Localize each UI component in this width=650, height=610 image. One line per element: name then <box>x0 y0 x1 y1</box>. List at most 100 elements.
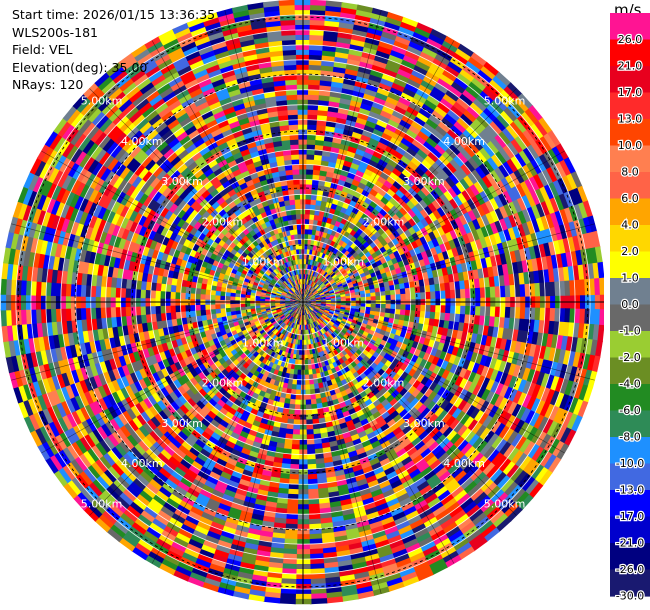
velocity-gate <box>305 302 312 304</box>
velocity-gate <box>573 382 584 401</box>
velocity-gate <box>508 375 518 390</box>
velocity-gate <box>338 312 345 317</box>
velocity-gate <box>460 305 466 316</box>
velocity-gate <box>304 349 308 356</box>
velocity-gate <box>544 307 551 322</box>
velocity-gate <box>160 290 166 299</box>
velocity-gate <box>409 310 416 317</box>
velocity-gate <box>339 308 346 313</box>
velocity-gate <box>498 317 506 329</box>
velocity-gate <box>357 318 364 324</box>
velocity-gate <box>384 312 391 319</box>
velocity-gate <box>469 314 476 325</box>
velocity-gate <box>293 409 301 415</box>
velocity-gate <box>516 329 524 343</box>
velocity-gate <box>564 308 571 324</box>
velocity-gate <box>494 306 501 318</box>
velocity-gate <box>369 310 376 316</box>
velocity-gate <box>340 302 347 306</box>
velocity-gate <box>400 304 406 311</box>
velocity-gate <box>190 304 196 312</box>
velocity-gate <box>295 394 301 401</box>
velocity-gate <box>315 304 321 307</box>
velocity-gate <box>320 303 327 306</box>
velocity-gate <box>540 387 551 403</box>
velocity-gate <box>549 390 561 407</box>
velocity-gate <box>517 379 528 394</box>
velocity-gate <box>435 305 441 314</box>
velocity-gate <box>503 317 511 330</box>
velocity-gate <box>429 311 436 320</box>
velocity-gate <box>374 311 381 317</box>
velocity-gate <box>440 360 449 371</box>
velocity-gate <box>559 308 566 324</box>
velocity-gate <box>533 344 542 360</box>
velocity-gate <box>482 325 490 337</box>
velocity-gate <box>365 306 371 311</box>
velocity-gate <box>519 307 526 320</box>
velocity-gate <box>531 370 541 386</box>
velocity-gate <box>340 304 347 308</box>
velocity-gate <box>425 305 431 313</box>
velocity-gate <box>332 314 339 319</box>
velocity-gate <box>499 372 509 386</box>
velocity-gate <box>548 347 557 363</box>
velocity-gate <box>328 312 334 317</box>
velocity-gate <box>297 369 302 376</box>
velocity-gate <box>320 304 327 307</box>
velocity-gate <box>554 308 561 323</box>
velocity-gate <box>499 306 506 319</box>
velocity-gate <box>462 359 471 371</box>
velocity-gate <box>185 292 191 300</box>
velocity-gate <box>540 373 551 389</box>
velocity-gate <box>418 317 425 325</box>
velocity-gate <box>370 303 377 308</box>
velocity-gate <box>342 316 349 321</box>
velocity-gate <box>552 348 562 364</box>
velocity-gate <box>324 308 331 312</box>
velocity-gate <box>509 307 516 320</box>
velocity-gate <box>427 354 436 364</box>
velocity-gate <box>310 302 317 304</box>
velocity-gate <box>319 308 325 311</box>
velocity-gate <box>306 454 316 460</box>
velocity-gate <box>324 309 330 313</box>
velocity-gate <box>249 303 256 307</box>
velocity-gate <box>320 305 326 308</box>
velocity-gate <box>355 324 362 330</box>
velocity-gate <box>305 414 313 420</box>
velocity-gate <box>155 290 161 299</box>
velocity-gate <box>395 304 402 310</box>
velocity-gate <box>484 356 493 369</box>
velocity-gate <box>200 293 206 300</box>
velocity-gate <box>535 371 546 387</box>
velocity-gate <box>471 362 481 375</box>
velocity-gate <box>361 322 368 329</box>
velocity-gate <box>489 369 499 382</box>
velocity-gate <box>399 309 406 316</box>
velocity-gate <box>145 305 151 315</box>
velocity-gate <box>422 324 429 333</box>
velocity-gate <box>0 309 7 327</box>
velocity-gate <box>390 304 397 310</box>
velocity-gate <box>345 303 352 306</box>
velocity-gate <box>325 306 331 309</box>
velocity-gate <box>170 305 176 313</box>
velocity-gate <box>456 347 464 359</box>
velocity-gate <box>229 296 236 301</box>
velocity-gate <box>489 306 496 318</box>
velocity-gate <box>586 354 596 372</box>
velocity-gate <box>538 345 547 361</box>
velocity-gate <box>388 317 395 324</box>
velocity-gate <box>310 304 316 308</box>
velocity-gate <box>420 304 426 312</box>
velocity-gate <box>503 374 514 388</box>
velocity-gate <box>572 322 580 339</box>
velocity-gate <box>545 374 555 391</box>
velocity-gate <box>507 363 517 377</box>
velocity-gate <box>289 468 299 475</box>
velocity-gate <box>394 309 401 315</box>
velocity-gate <box>350 322 357 328</box>
velocity-gate <box>521 367 531 382</box>
velocity-gate <box>315 303 322 305</box>
